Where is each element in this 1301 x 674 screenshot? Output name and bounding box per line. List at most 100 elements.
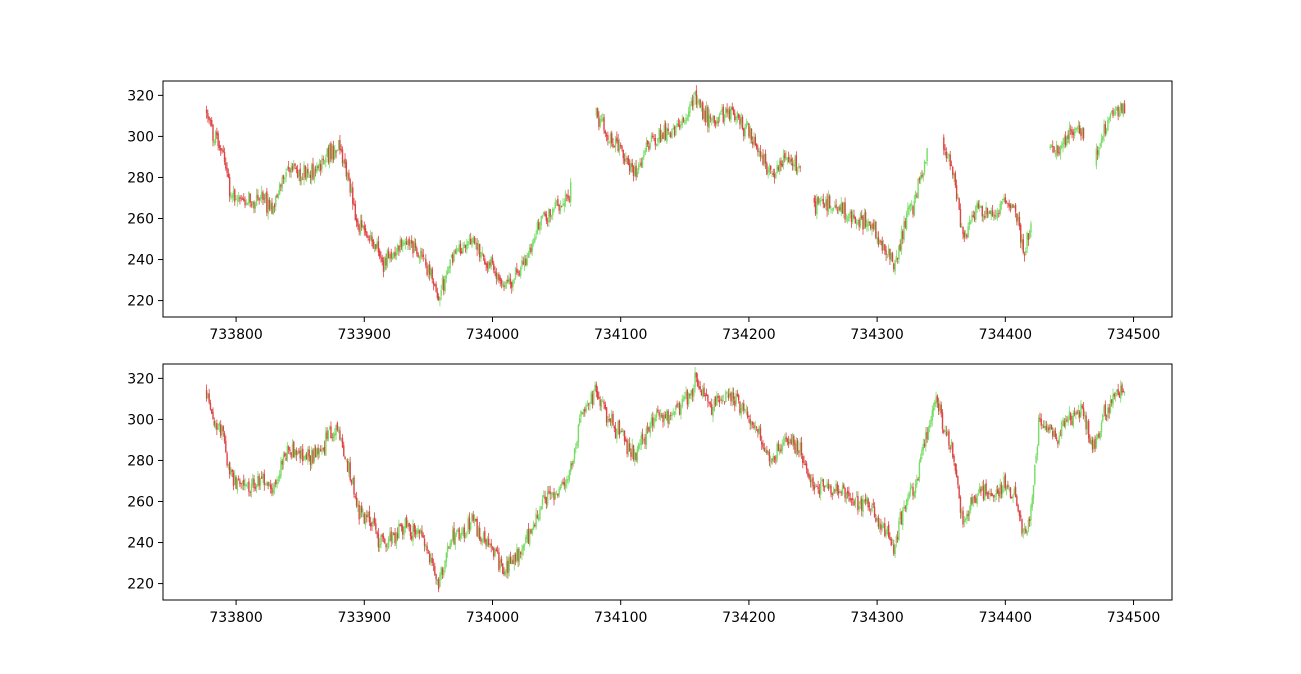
candle-body-down [536,515,539,518]
candle-body-down [755,427,758,428]
candle-body-down [730,393,732,401]
candle-body-down [985,483,987,495]
candle-body-up [404,518,407,528]
candle-body-down [414,243,417,248]
candle-body-down [367,236,369,239]
candle-body-up [262,473,264,479]
candle-body-down [737,113,740,119]
candle-body-up [989,493,991,495]
candle-body-up [1026,232,1028,249]
candle-body-down [743,403,745,411]
candle-body-up [976,202,978,208]
candle-body-up [546,491,549,505]
candle-body-up [931,410,933,421]
candle-body-up [1102,415,1104,421]
candle-body-down [562,482,564,485]
candle-body-down [973,496,976,499]
candle-body-down [599,399,601,406]
x-tick-label: 734400 [979,327,1032,343]
candle-body-down [840,492,842,493]
candle-body-up [820,481,822,495]
candle-body-down [714,121,717,125]
candle-body-down [216,131,218,136]
candle-body-up [764,449,767,452]
candle-body-up [391,257,394,259]
candle-body-down [223,152,226,162]
candle-body-up [345,459,348,460]
candle-body-down [312,163,314,178]
candle-body-down [366,231,368,237]
candle-body-down [926,432,928,440]
candle-body-up [680,124,682,126]
candle-body-down [296,169,299,178]
candle-body-up [909,487,912,492]
candle-body-down [317,166,319,169]
candle-body-down [870,508,872,510]
candle-body-up [1035,455,1037,464]
candle-body-down [835,204,837,209]
axes-frame [162,80,1173,318]
candle-body-down [1071,129,1073,135]
candle-body-up [740,117,742,123]
candle-body-down [530,247,532,253]
candle-body-up [977,494,980,496]
candle-body-down [893,544,895,554]
candle-body-down [621,431,623,432]
candle-body-up [378,544,381,548]
candle-body-up [293,164,295,169]
candle-body-down [344,456,346,460]
candle-body-up [494,550,496,556]
candle-body-down [339,140,341,151]
x-tick-label: 734400 [979,610,1032,626]
candle-body-up [1095,148,1098,166]
candle-body-up [999,483,1001,499]
candle-body-up [481,539,483,543]
candle-body-up [671,412,673,417]
candle-body-down [732,108,735,115]
candle-body-up [1086,421,1089,430]
candle-body-up [526,258,528,266]
candle-body-up [978,487,981,494]
candle-body-up [285,172,287,178]
candle-body-down [848,492,850,497]
candle-body-down [623,430,626,442]
candle-body-up [726,392,728,394]
candle-body-down [411,240,413,244]
candle-body-down [484,531,486,542]
candle-body-up [266,483,268,486]
candle-body-down [1104,124,1107,134]
candle-body-up [531,243,533,252]
candle-body-up [1114,392,1117,396]
candle-body-down [949,447,951,449]
candle-body-up [1058,436,1060,444]
candle-body-up [675,126,677,135]
candle-body-down [216,423,218,430]
candle-body-up [590,392,592,404]
candle-body-down [219,424,222,436]
candle-body-up [562,204,564,205]
candle-body-down [239,480,241,485]
candle-body-down [703,387,705,396]
candle-body-up [245,484,248,487]
candle-body-up [268,483,271,487]
candle-body-down [341,149,344,164]
candle-body-down [890,538,892,546]
candle-body-up [878,240,881,244]
candle-body-up [854,498,857,505]
candle-body-down [1000,484,1003,495]
candle-body-up [311,164,313,180]
candle-body-down [448,547,450,549]
candle-body-down [975,498,977,503]
candle-body-up [935,396,937,405]
candle-body-up [325,157,327,163]
candle-body-up [446,271,449,275]
candle-body-up [600,400,603,408]
candle-body-up [232,191,235,198]
candle-body-up [700,103,703,108]
candle-body-up [280,460,282,477]
candle-body-up [794,156,796,167]
candle-body-up [639,444,641,446]
candle-body-down [344,158,346,164]
candle-body-down [604,130,607,134]
candle-body-up [745,124,748,128]
